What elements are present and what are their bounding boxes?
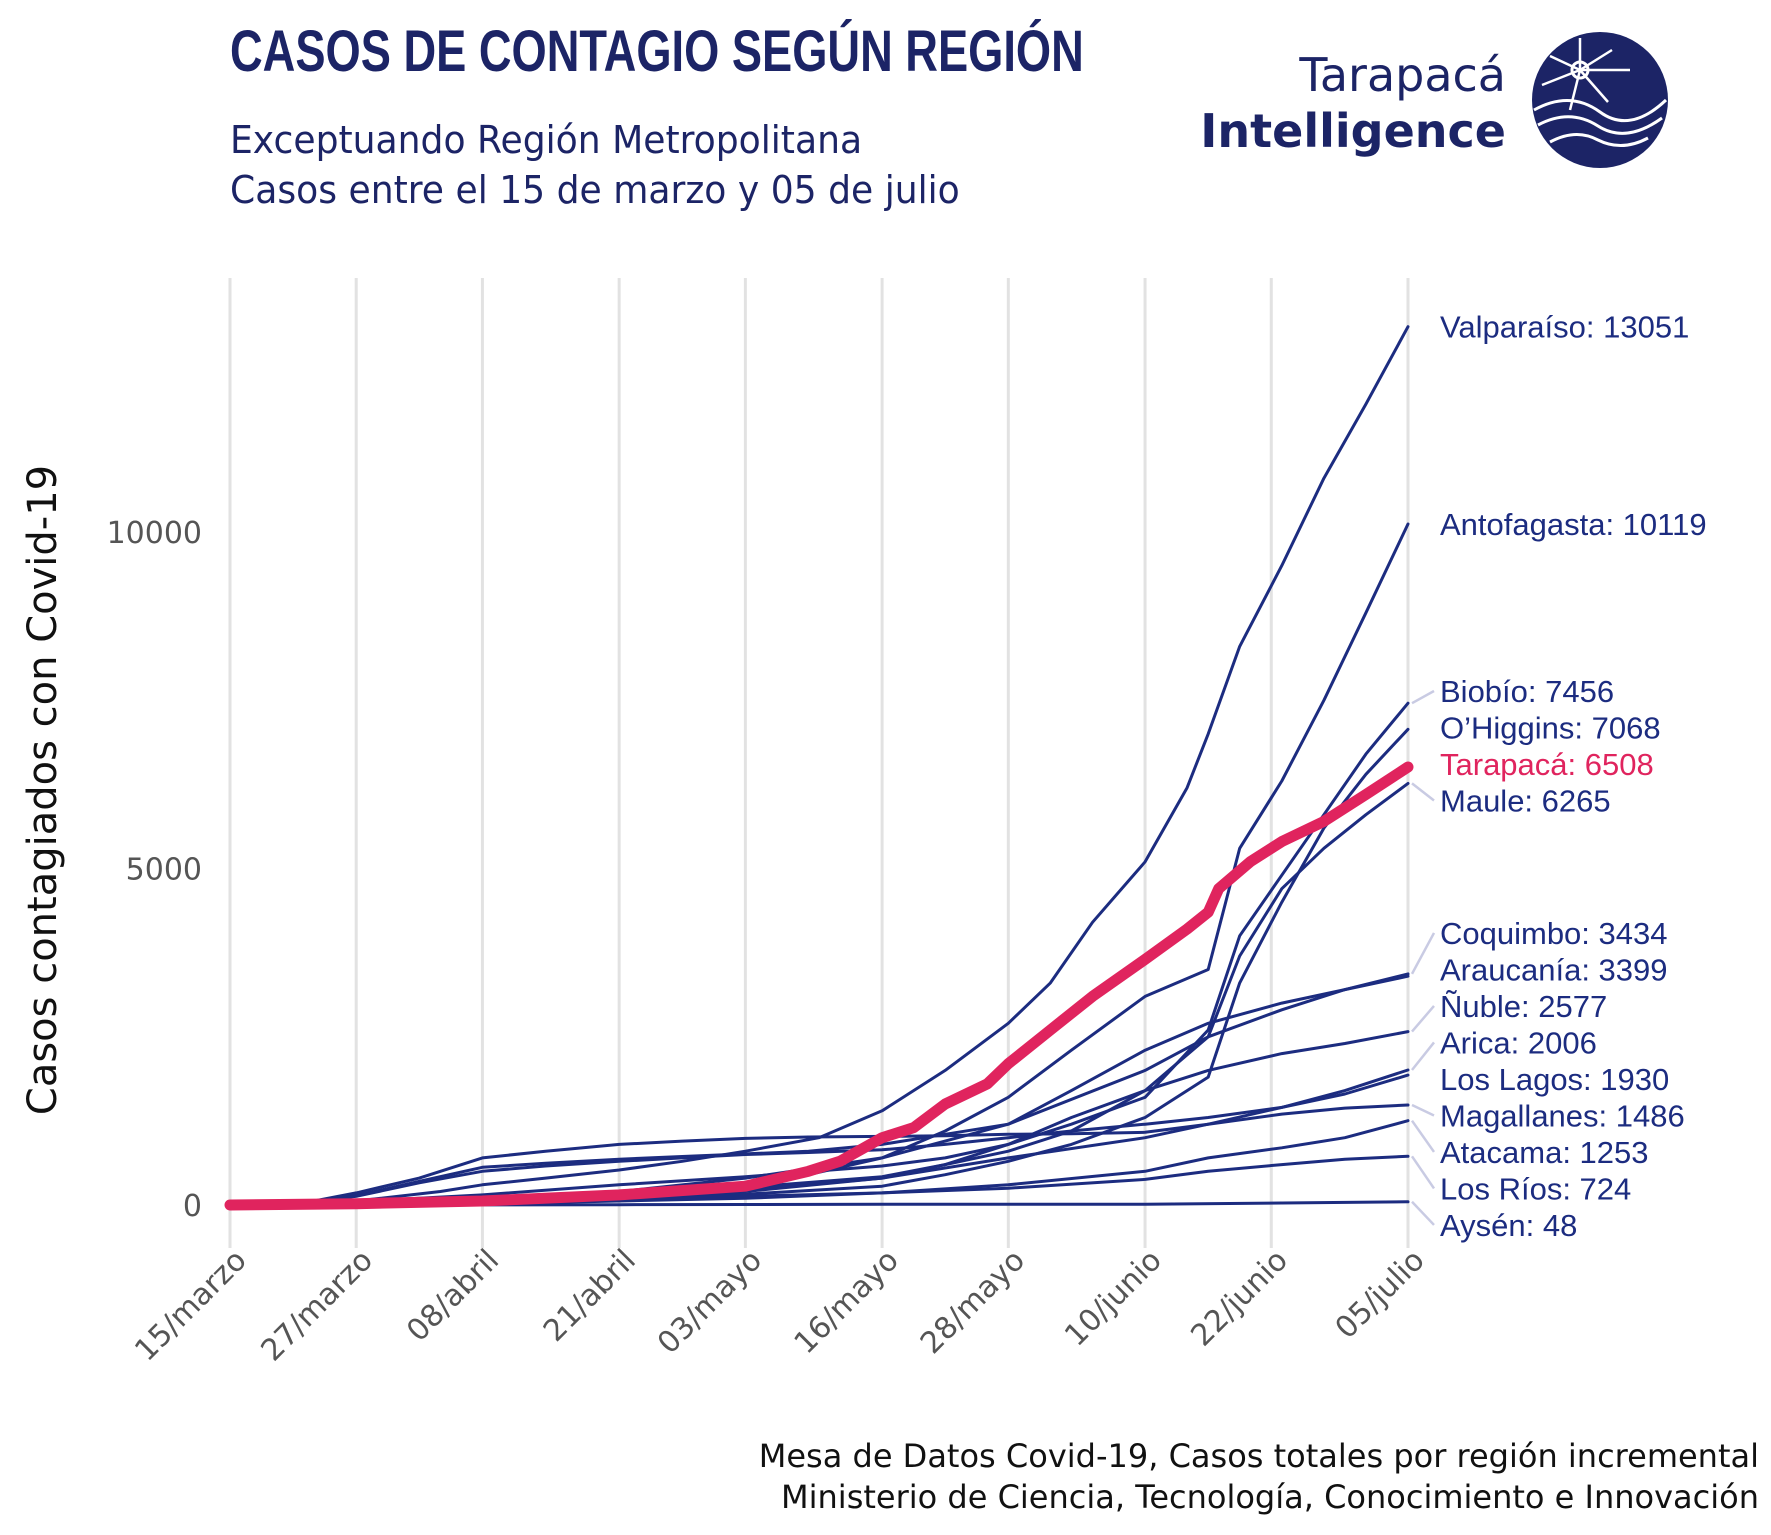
x-tick-label: 05/julio (1329, 1243, 1432, 1346)
series-line-los-lagos (228, 1073, 1410, 1207)
label-connector (1410, 932, 1436, 975)
x-tick-label: 21/abril (537, 1243, 643, 1349)
chart-title: CASOS DE CONTAGIO SEGÚN REGIÓN (230, 19, 1084, 84)
end-label-antofagasta: Antofagasta: 10119 (1440, 507, 1707, 542)
label-connector (1411, 1041, 1435, 1071)
source-caption-2: Ministerio de Ciencia, Tecnología, Conoc… (781, 1478, 1759, 1516)
end-label-maule: Maule: 6265 (1440, 783, 1611, 818)
x-tick-label: 08/abril (400, 1243, 506, 1349)
y-tick-label: 0 (183, 1189, 202, 1224)
end-label-arica: Arica: 2006 (1440, 1025, 1597, 1060)
end-label-coquimbo: Coquimbo: 3434 (1440, 916, 1668, 951)
x-tick-label: 15/marzo (128, 1243, 253, 1368)
logo-line-1: Tarapacá (1299, 48, 1506, 102)
sun-over-waves-icon (1532, 32, 1668, 168)
x-tick-label: 03/mayo (651, 1243, 769, 1361)
end-labels: Valparaíso: 13051 Antofagasta: 10119 Biobí… (1440, 310, 1707, 1243)
source-caption-1: Mesa de Datos Covid-19, Casos totales po… (758, 1437, 1759, 1475)
end-label-araucanía: Araucanía: 3399 (1440, 952, 1668, 987)
y-axis-label: Casos contagiados con Covid-19 (20, 465, 66, 1115)
x-tick-label: 22/junio (1184, 1243, 1295, 1354)
x-tick-label: 16/mayo (788, 1243, 906, 1361)
chart-subtitle-2: Casos entre el 15 de marzo y 05 de julio (230, 168, 960, 212)
chart-subtitle-1: Exceptuando Región Metropolitana (230, 118, 863, 162)
series-line-magallanes (228, 1103, 1410, 1207)
end-label-atacama: Atacama: 1253 (1440, 1135, 1649, 1170)
series-line-biobío (228, 701, 1410, 1207)
logo-line-2: Intelligence (1200, 104, 1506, 158)
line-chart: 0 5000 10000 15/marzo 27/marzo 08/abril 21/ab… (20, 278, 1707, 1368)
label-connector (1411, 1200, 1435, 1226)
x-tick-label: 10/junio (1058, 1243, 1169, 1354)
label-connector (1410, 1155, 1436, 1190)
end-label-los-lagos: Los Lagos: 1930 (1440, 1062, 1669, 1097)
label-connector (1410, 1119, 1436, 1153)
end-label-ñuble: Ñuble: 2577 (1440, 989, 1607, 1024)
label-connector (1411, 1103, 1435, 1117)
y-axis-ticks: 0 5000 10000 (107, 516, 202, 1224)
grid-lines (228, 278, 1410, 1248)
series-line-valparaíso (228, 325, 1410, 1207)
series-line-o-higgins (228, 727, 1410, 1207)
y-tick-label: 5000 (126, 853, 202, 888)
end-label-biobío: Biobío: 7456 (1440, 674, 1614, 709)
series-lines (224, 325, 1414, 1211)
end-label-aysén: Aysén: 48 (1440, 1208, 1577, 1243)
end-label-tarapacá: Tarapacá: 6508 (1440, 747, 1654, 782)
label-connector (1411, 1005, 1435, 1033)
end-label-los-ríos: Los Ríos: 724 (1440, 1171, 1631, 1206)
y-tick-label: 10000 (107, 516, 202, 551)
label-connectors (1410, 689, 1436, 1226)
label-connector (1411, 782, 1435, 802)
series-line-maule (228, 781, 1410, 1207)
end-label-o-higgins: O’Higgins: 7068 (1440, 710, 1661, 745)
x-axis-ticks: 15/marzo 27/marzo 08/abril 21/abril 03/mayo 1… (128, 1243, 1431, 1368)
end-label-valparaíso: Valparaíso: 13051 (1440, 310, 1689, 345)
x-tick-label: 28/mayo (914, 1243, 1032, 1361)
series-line-antofagasta (228, 522, 1410, 1207)
series-line-tarapacá (224, 761, 1414, 1211)
x-tick-label: 27/marzo (254, 1243, 379, 1368)
end-label-magallanes: Magallanes: 1486 (1440, 1098, 1685, 1133)
label-connector (1411, 689, 1435, 705)
